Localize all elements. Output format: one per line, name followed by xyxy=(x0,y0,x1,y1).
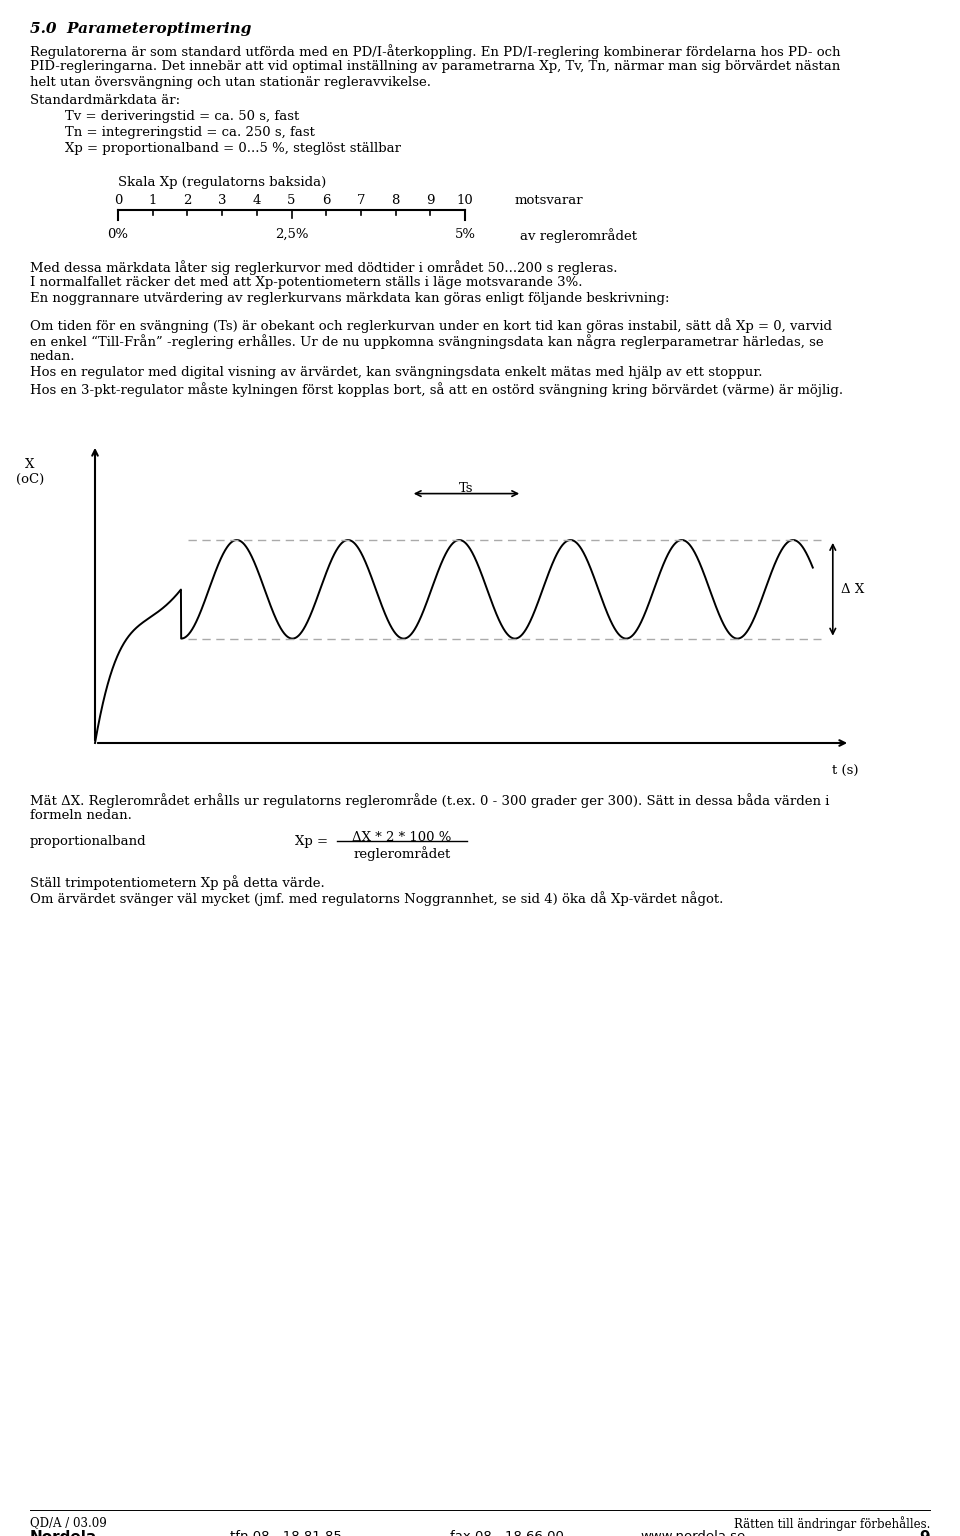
Text: reglerområdet: reglerområdet xyxy=(353,846,450,860)
Text: t (s): t (s) xyxy=(831,765,858,779)
Text: Om ärvärdet svänger väl mycket (jmf. med regulatorns Noggrannhet, se sid 4) öka : Om ärvärdet svänger väl mycket (jmf. med… xyxy=(30,891,724,906)
Text: Mät ΔX. Reglerområdet erhålls ur regulatorns reglerområde (t.ex. 0 - 300 grader : Mät ΔX. Reglerområdet erhålls ur regulat… xyxy=(30,793,829,808)
Text: Regulatorerna är som standard utförda med en PD/I-återkoppling. En PD/I-reglerin: Regulatorerna är som standard utförda me… xyxy=(30,45,841,58)
Text: Rätten till ändringar förbehålles.: Rätten till ändringar förbehålles. xyxy=(733,1516,930,1531)
Text: Med dessa märkdata låter sig reglerkurvor med dödtider i området 50...200 s regl: Med dessa märkdata låter sig reglerkurvo… xyxy=(30,260,617,275)
Text: 7: 7 xyxy=(357,194,365,207)
Text: 6: 6 xyxy=(322,194,330,207)
Text: helt utan översvängning och utan stationär regleravvikelse.: helt utan översvängning och utan station… xyxy=(30,75,431,89)
Text: 10: 10 xyxy=(457,194,473,207)
Text: Xp = proportionalband = 0...5 %, steglöst ställbar: Xp = proportionalband = 0...5 %, steglös… xyxy=(65,141,401,155)
Text: Skala Xp (regulatorns baksida): Skala Xp (regulatorns baksida) xyxy=(118,177,326,189)
Text: 5%: 5% xyxy=(454,227,475,241)
Text: en enkel “Till-Från” -reglering erhålles. Ur de nu uppkomna svängningsdata kan n: en enkel “Till-Från” -reglering erhålles… xyxy=(30,333,824,349)
Text: nedan.: nedan. xyxy=(30,350,76,362)
Text: 8: 8 xyxy=(392,194,399,207)
Text: formeln nedan.: formeln nedan. xyxy=(30,809,132,822)
Text: fax 08 - 18 66 00: fax 08 - 18 66 00 xyxy=(450,1530,564,1536)
Text: 2: 2 xyxy=(183,194,192,207)
Text: 2,5%: 2,5% xyxy=(275,227,308,241)
Text: Tv = deriveringstid = ca. 50 s, fast: Tv = deriveringstid = ca. 50 s, fast xyxy=(65,111,300,123)
Text: 3: 3 xyxy=(218,194,227,207)
Text: I normalfallet räcker det med att Xp-potentiometern ställs i läge motsvarande 3%: I normalfallet räcker det med att Xp-pot… xyxy=(30,276,583,289)
Text: QD/A / 03.09: QD/A / 03.09 xyxy=(30,1516,107,1528)
Text: 9: 9 xyxy=(920,1530,930,1536)
Text: Δ X: Δ X xyxy=(841,582,864,596)
Text: Ts: Ts xyxy=(459,482,473,495)
Text: En noggrannare utvärdering av reglerkurvans märkdata kan göras enligt följande b: En noggrannare utvärdering av reglerkurv… xyxy=(30,292,669,306)
Text: 5.0  Parameteroptimering: 5.0 Parameteroptimering xyxy=(30,22,252,35)
Text: Ställ trimpotentiometern Xp på detta värde.: Ställ trimpotentiometern Xp på detta vär… xyxy=(30,876,324,889)
Text: Standardmärkdata är:: Standardmärkdata är: xyxy=(30,94,180,108)
Text: ΔX * 2 * 100 %: ΔX * 2 * 100 % xyxy=(352,831,452,843)
Text: 0%: 0% xyxy=(108,227,129,241)
Text: 5: 5 xyxy=(287,194,296,207)
Text: 1: 1 xyxy=(149,194,156,207)
Text: Xp =: Xp = xyxy=(295,836,332,848)
Text: Hos en regulator med digital visning av ärvärdet, kan svängningsdata enkelt mäta: Hos en regulator med digital visning av … xyxy=(30,366,762,379)
Text: Om tiden för en svängning (Ts) är obekant och reglerkurvan under en kort tid kan: Om tiden för en svängning (Ts) är obekan… xyxy=(30,318,832,333)
Text: proportionalband: proportionalband xyxy=(30,836,147,848)
Text: 4: 4 xyxy=(252,194,261,207)
Text: av reglerområdet: av reglerområdet xyxy=(520,227,637,243)
Text: Nordela: Nordela xyxy=(30,1530,97,1536)
Text: 0: 0 xyxy=(114,194,122,207)
Text: tfn 08 - 18 81 85: tfn 08 - 18 81 85 xyxy=(230,1530,342,1536)
Text: 9: 9 xyxy=(426,194,435,207)
Text: Tn = integreringstid = ca. 250 s, fast: Tn = integreringstid = ca. 250 s, fast xyxy=(65,126,315,138)
Text: Hos en 3-pkt-regulator måste kylningen först kopplas bort, så att en ostörd svän: Hos en 3-pkt-regulator måste kylningen f… xyxy=(30,382,843,396)
Text: PID-regleringarna. Det innebär att vid optimal inställning av parametrarna Xp, T: PID-regleringarna. Det innebär att vid o… xyxy=(30,60,840,74)
Text: www.nordela.se: www.nordela.se xyxy=(640,1530,745,1536)
Text: motsvarar: motsvarar xyxy=(515,194,584,207)
Text: X
(oC): X (oC) xyxy=(16,458,44,485)
